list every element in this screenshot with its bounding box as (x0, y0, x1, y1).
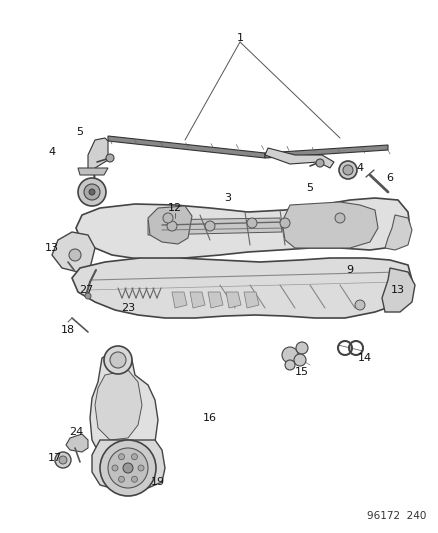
Polygon shape (265, 145, 388, 158)
Circle shape (89, 189, 95, 195)
Circle shape (108, 448, 148, 488)
Polygon shape (76, 198, 410, 260)
Circle shape (69, 249, 81, 261)
Circle shape (339, 161, 357, 179)
Circle shape (285, 360, 295, 370)
Text: 9: 9 (346, 265, 353, 275)
Text: 6: 6 (386, 173, 393, 183)
Text: 16: 16 (203, 413, 217, 423)
Text: 13: 13 (45, 243, 59, 253)
Circle shape (100, 440, 156, 496)
Circle shape (131, 477, 138, 482)
Polygon shape (92, 440, 165, 490)
Circle shape (84, 184, 100, 200)
Circle shape (343, 165, 353, 175)
Polygon shape (95, 370, 142, 440)
Circle shape (167, 221, 177, 231)
Circle shape (296, 342, 308, 354)
Polygon shape (78, 168, 108, 175)
Polygon shape (208, 292, 223, 308)
Circle shape (106, 154, 114, 162)
Circle shape (163, 213, 173, 223)
Polygon shape (66, 434, 88, 452)
Text: 23: 23 (121, 303, 135, 313)
Text: 5: 5 (307, 183, 314, 193)
Text: 27: 27 (79, 285, 93, 295)
Text: 5: 5 (77, 127, 84, 137)
Circle shape (55, 452, 71, 468)
Circle shape (110, 352, 126, 368)
Text: 17: 17 (48, 453, 62, 463)
Circle shape (316, 159, 324, 167)
Text: 4: 4 (357, 163, 364, 173)
Circle shape (119, 477, 124, 482)
Text: 3: 3 (225, 193, 232, 203)
Polygon shape (282, 202, 378, 248)
Text: 15: 15 (295, 367, 309, 377)
Circle shape (205, 221, 215, 231)
Polygon shape (190, 292, 205, 308)
Text: 24: 24 (69, 427, 83, 437)
Circle shape (104, 346, 132, 374)
Text: 12: 12 (168, 203, 182, 213)
Text: 13: 13 (391, 285, 405, 295)
Circle shape (119, 454, 124, 460)
Polygon shape (52, 232, 95, 272)
Polygon shape (148, 206, 192, 244)
Circle shape (138, 465, 144, 471)
Polygon shape (244, 292, 259, 308)
Circle shape (280, 218, 290, 228)
Polygon shape (108, 136, 265, 158)
Polygon shape (226, 292, 241, 308)
Polygon shape (382, 268, 415, 312)
Circle shape (78, 178, 106, 206)
Text: 1: 1 (237, 33, 244, 43)
Text: 4: 4 (49, 147, 56, 157)
Text: 96172  240: 96172 240 (367, 511, 426, 521)
Text: 18: 18 (61, 325, 75, 335)
Circle shape (59, 456, 67, 464)
Polygon shape (72, 258, 412, 318)
Polygon shape (90, 352, 158, 460)
Circle shape (335, 213, 345, 223)
Polygon shape (88, 138, 108, 172)
Polygon shape (172, 292, 187, 308)
Circle shape (282, 347, 298, 363)
Circle shape (247, 218, 257, 228)
Text: 14: 14 (358, 353, 372, 363)
Polygon shape (265, 148, 334, 168)
Text: 19: 19 (151, 477, 165, 487)
Polygon shape (385, 215, 412, 250)
Circle shape (355, 300, 365, 310)
Circle shape (294, 354, 306, 366)
Polygon shape (148, 218, 282, 235)
Circle shape (112, 465, 118, 471)
Circle shape (85, 293, 91, 299)
Circle shape (123, 463, 133, 473)
Circle shape (131, 454, 138, 460)
